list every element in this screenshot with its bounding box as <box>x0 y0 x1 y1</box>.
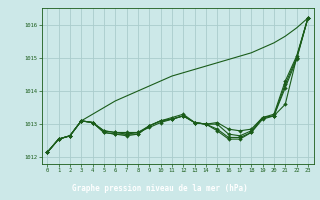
Text: Graphe pression niveau de la mer (hPa): Graphe pression niveau de la mer (hPa) <box>72 184 248 193</box>
